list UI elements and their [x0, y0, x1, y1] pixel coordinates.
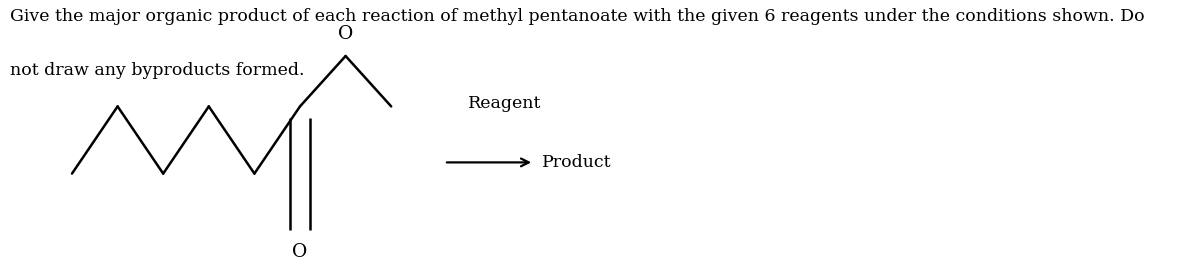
Text: O: O [293, 243, 307, 261]
Text: Product: Product [542, 154, 612, 171]
Text: not draw any byproducts formed.: not draw any byproducts formed. [10, 62, 304, 79]
Text: Give the major organic product of each reaction of methyl pentanoate with the gi: Give the major organic product of each r… [10, 8, 1145, 25]
Text: Reagent: Reagent [468, 95, 541, 112]
Text: O: O [338, 25, 353, 43]
